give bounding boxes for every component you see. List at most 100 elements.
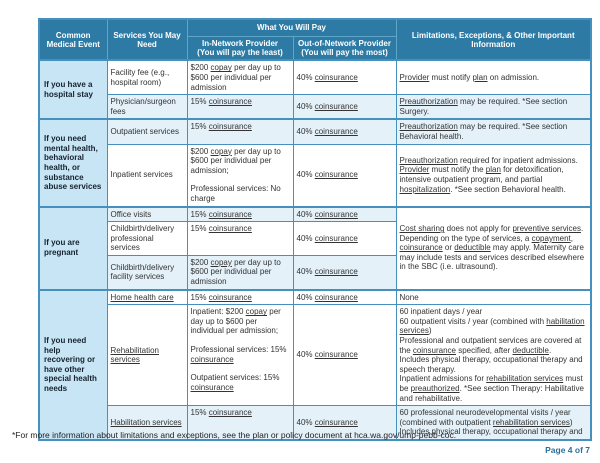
- glossary-link[interactable]: copayment: [531, 233, 571, 243]
- glossary-link[interactable]: coinsurance: [208, 97, 252, 107]
- glossary-link[interactable]: habilitation services: [399, 316, 585, 336]
- text-line: Includes physical therapy, occupational …: [399, 355, 583, 374]
- text-line: Cost sharing does not apply for preventi…: [399, 224, 585, 272]
- glossary-link[interactable]: coinsurance: [208, 292, 252, 302]
- limitations-cell: 60 professional neurodevelopmental visit…: [395, 405, 592, 441]
- service-cell: Outpatient services: [106, 118, 188, 145]
- col-header-services: Services You May Need: [106, 18, 188, 61]
- glossary-link[interactable]: rehabilitation services: [486, 374, 564, 384]
- text-line: Physician/surgeon fees: [110, 97, 176, 116]
- text-line: Professional and outpatient services are…: [399, 336, 582, 355]
- col-header-medical-event: Common Medical Event: [38, 18, 108, 61]
- glossary-link[interactable]: coinsurance: [314, 292, 358, 302]
- text-line: Professional services: No charge: [190, 184, 281, 203]
- glossary-link[interactable]: coinsurance: [208, 122, 252, 132]
- text-line: 40% coinsurance: [296, 127, 358, 137]
- benefits-table: Common Medical Event Services You May Ne…: [38, 18, 593, 441]
- glossary-link[interactable]: Home health care: [110, 292, 174, 302]
- glossary-link[interactable]: coinsurance: [190, 382, 234, 392]
- text-line: Rehabilitation services: [111, 346, 184, 365]
- service-cell: Habilitation services: [106, 405, 188, 441]
- glossary-link[interactable]: coinsurance: [314, 209, 358, 219]
- out-network-cell: 40% coinsurance: [292, 205, 397, 223]
- out-network-cell: 40% coinsurance: [292, 94, 397, 120]
- glossary-link[interactable]: coinsurance: [314, 267, 358, 277]
- table-header: Common Medical Event Services You May Ne…: [38, 18, 592, 62]
- text-line: 40% coinsurance: [296, 292, 358, 302]
- glossary-link[interactable]: plan: [485, 165, 501, 175]
- glossary-link[interactable]: Cost sharing: [399, 224, 445, 234]
- glossary-link[interactable]: coinsurance: [190, 354, 234, 364]
- text-line: Home health care: [111, 293, 184, 303]
- service-cell: Home health care: [106, 288, 188, 306]
- in-network-cell: $200 copay per day up to $600 per indivi…: [186, 143, 294, 208]
- glossary-link[interactable]: Preauthorization: [399, 97, 458, 107]
- glossary-link[interactable]: copay: [210, 146, 232, 156]
- service-cell: Physician/surgeon fees: [106, 94, 188, 120]
- glossary-link[interactable]: coinsurance: [208, 224, 252, 234]
- glossary-link[interactable]: coinsurance: [314, 101, 358, 111]
- glossary-link[interactable]: Rehabilitation services: [110, 345, 159, 365]
- service-cell: Facility fee (e.g., hospital room): [106, 59, 188, 96]
- glossary-link[interactable]: copay: [245, 307, 268, 317]
- col-header-limitations: Limitations, Exceptions, & Other Importa…: [395, 18, 592, 61]
- out-network-subtitle: (You will pay the most): [301, 48, 388, 58]
- glossary-link[interactable]: coinsurance: [208, 408, 252, 418]
- medical-event-cell: If you need help recovering or have othe…: [38, 288, 108, 441]
- glossary-link[interactable]: Preauthorization: [399, 155, 458, 165]
- glossary-link[interactable]: preventive services: [512, 224, 581, 234]
- glossary-link[interactable]: coinsurance: [208, 209, 252, 219]
- text-line: Provider must notify plan on admission.: [399, 72, 540, 82]
- glossary-link[interactable]: Habilitation services: [110, 417, 182, 427]
- table-row: Physician/surgeon fees 15% coinsurance 40%…: [39, 94, 592, 120]
- glossary-link[interactable]: deductible: [512, 345, 549, 355]
- glossary-link[interactable]: coinsurance: [314, 127, 358, 137]
- service-cell: Office visits: [106, 205, 188, 223]
- service-cell: Childbirth/delivery facility services: [106, 254, 188, 291]
- out-network-cell: 40% coinsurance: [292, 405, 397, 441]
- page-number: Page 4 of 7: [545, 445, 590, 455]
- glossary-link[interactable]: coinsurance: [399, 243, 443, 253]
- glossary-link[interactable]: coinsurance: [314, 233, 358, 243]
- glossary-link[interactable]: copay: [210, 257, 232, 267]
- limitations-cell: Cost sharing does not apply for preventi…: [395, 205, 592, 291]
- glossary-link[interactable]: coinsurance: [314, 417, 358, 427]
- glossary-link[interactable]: Provider: [399, 72, 430, 82]
- glossary-link[interactable]: coinsurance: [314, 350, 358, 360]
- glossary-link[interactable]: hospitalization: [399, 184, 451, 194]
- glossary-link[interactable]: copay: [210, 63, 232, 73]
- limitations-cell: Preauthorization may be required. *See s…: [395, 94, 592, 120]
- limitations-cell: Preauthorization required for inpatient …: [395, 143, 592, 208]
- text-line: 40% coinsurance: [296, 267, 358, 277]
- glossary-link[interactable]: Provider: [399, 165, 430, 175]
- out-network-cell: 40% coinsurance: [292, 304, 397, 407]
- in-network-cell: 15% coinsurance: [186, 405, 294, 441]
- glossary-link[interactable]: coinsurance: [314, 72, 358, 82]
- glossary-link[interactable]: plan: [472, 72, 488, 82]
- glossary-link[interactable]: coinsurance: [314, 170, 358, 180]
- glossary-link[interactable]: preauthorized: [410, 384, 460, 393]
- col-header-in-network: In-Network Provider (You will pay the le…: [186, 36, 294, 62]
- limitations-cell: 60 inpatient days / year 60 outpatient vi…: [395, 304, 592, 407]
- text-line: None: [399, 292, 419, 302]
- text-line: Preauthorization may be required. *See s…: [399, 97, 568, 116]
- limitations-cell: None: [395, 288, 592, 306]
- in-network-cell: 15% coinsurance: [186, 94, 294, 120]
- text-line: 15% coinsurance: [190, 97, 252, 107]
- in-network-cell: $200 copay per day up to $600 per indivi…: [186, 59, 294, 96]
- glossary-link[interactable]: rehabilitation services: [492, 417, 570, 427]
- table-row: Rehabilitation services Inpatient: $200 c…: [39, 304, 592, 407]
- text-line: Inpatient services: [110, 170, 173, 180]
- out-network-cell: 40% coinsurance: [292, 221, 397, 256]
- text-line: 60 inpatient days / year: [399, 307, 483, 317]
- table-row: Childbirth/delivery professional service…: [39, 221, 591, 256]
- text-line: Preauthorization required for inpatient …: [399, 155, 578, 194]
- glossary-link[interactable]: deductible: [454, 243, 491, 253]
- in-network-cell: 15% coinsurance: [186, 221, 294, 256]
- out-network-cell: 40% coinsurance: [292, 254, 397, 291]
- out-network-cell: 40% coinsurance: [292, 59, 397, 96]
- glossary-link[interactable]: Preauthorization: [399, 122, 458, 132]
- text-line: 15% coinsurance: [190, 122, 252, 132]
- glossary-link[interactable]: coinsurance: [412, 345, 456, 355]
- in-network-title: In-Network Provider: [201, 39, 278, 48]
